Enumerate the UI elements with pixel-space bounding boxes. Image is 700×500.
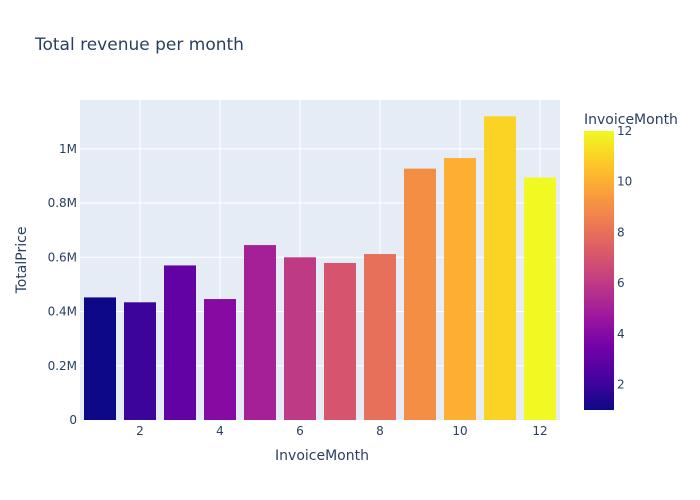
x-tick-label: 10 [452, 424, 467, 438]
colorbar-tick-label: 2 [617, 378, 625, 392]
y-axis-ticks: 0 0.2M 0.4M 0.6M 0.8M 1M [48, 142, 77, 427]
bar-month-11 [484, 116, 516, 420]
y-tick-label: 0.4M [48, 305, 77, 319]
x-axis-title: InvoiceMonth [275, 448, 369, 464]
colorbar-tick-label: 6 [617, 276, 625, 290]
x-tick-label: 6 [296, 424, 304, 438]
colorbar-tick-label: 4 [617, 327, 625, 341]
bar-month-10 [444, 158, 476, 420]
bar-month-3 [164, 265, 196, 420]
bar-month-4 [204, 299, 236, 420]
x-tick-label: 12 [532, 424, 547, 438]
x-axis-ticks: 2 4 6 8 10 12 [136, 424, 547, 438]
bar-month-8 [364, 254, 396, 420]
colorbar-tick-label: 8 [617, 225, 625, 239]
colorbar-tick-label: 10 [617, 175, 632, 189]
colorbar-ticks: 2 4 6 8 10 12 [617, 124, 632, 392]
y-tick-label: 0.2M [48, 359, 77, 373]
bar-month-12 [524, 178, 556, 420]
colorbar [584, 131, 614, 410]
bar-month-1 [84, 297, 116, 420]
bar-month-9 [404, 169, 436, 420]
x-tick-label: 8 [376, 424, 384, 438]
y-tick-label: 0.6M [48, 250, 77, 264]
bar-month-7 [324, 263, 356, 420]
colorbar-tick-label: 12 [617, 124, 632, 138]
bar-month-6 [284, 257, 316, 420]
x-tick-label: 2 [136, 424, 144, 438]
bar-month-2 [124, 302, 156, 420]
y-tick-label: 0 [69, 413, 77, 427]
y-axis-title: TotalPrice [14, 227, 30, 295]
y-tick-label: 1M [59, 142, 77, 156]
chart-title: Total revenue per month [34, 35, 244, 55]
bar-month-5 [244, 245, 276, 420]
x-tick-label: 4 [216, 424, 224, 438]
y-tick-label: 0.8M [48, 196, 77, 210]
